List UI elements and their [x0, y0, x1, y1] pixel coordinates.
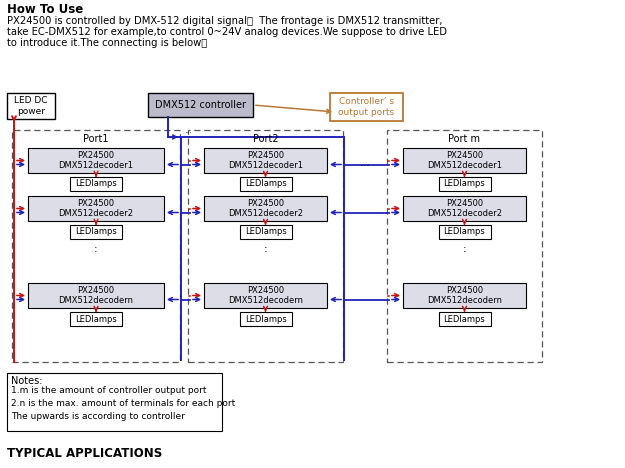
- FancyBboxPatch shape: [70, 177, 122, 191]
- Text: LEDlamps: LEDlamps: [244, 227, 286, 236]
- Text: LED DC
power: LED DC power: [14, 96, 48, 116]
- FancyBboxPatch shape: [28, 283, 164, 308]
- FancyBboxPatch shape: [148, 93, 253, 117]
- Text: PX24500
DMX512decoder2: PX24500 DMX512decoder2: [427, 199, 502, 218]
- FancyBboxPatch shape: [28, 196, 164, 221]
- FancyBboxPatch shape: [403, 148, 526, 173]
- FancyBboxPatch shape: [188, 130, 343, 362]
- Text: Controller’ s
output ports: Controller’ s output ports: [339, 97, 394, 117]
- Text: :: :: [264, 244, 268, 254]
- Text: PX24500
DMX512decoder1: PX24500 DMX512decoder1: [228, 151, 303, 170]
- FancyBboxPatch shape: [28, 148, 164, 173]
- Text: to introduce it.The connecting is below：: to introduce it.The connecting is below：: [7, 38, 208, 48]
- Text: Port2: Port2: [253, 134, 278, 144]
- FancyBboxPatch shape: [70, 312, 122, 326]
- FancyBboxPatch shape: [204, 283, 327, 308]
- Text: LEDlamps: LEDlamps: [75, 180, 117, 189]
- Text: PX24500
DMX512decoder2: PX24500 DMX512decoder2: [59, 199, 134, 218]
- FancyBboxPatch shape: [204, 148, 327, 173]
- Text: LEDlamps: LEDlamps: [75, 227, 117, 236]
- FancyBboxPatch shape: [7, 373, 222, 431]
- FancyBboxPatch shape: [403, 196, 526, 221]
- FancyBboxPatch shape: [70, 225, 122, 239]
- Text: PX24500
DMX512decoder2: PX24500 DMX512decoder2: [228, 199, 303, 218]
- FancyBboxPatch shape: [439, 225, 491, 239]
- Text: LEDlamps: LEDlamps: [444, 227, 486, 236]
- Text: Port1: Port1: [83, 134, 109, 144]
- Text: :: :: [94, 244, 98, 254]
- FancyBboxPatch shape: [239, 225, 291, 239]
- Text: :: :: [462, 244, 466, 254]
- Text: How To Use: How To Use: [7, 3, 83, 16]
- Text: Port m: Port m: [449, 134, 481, 144]
- Text: LEDlamps: LEDlamps: [75, 314, 117, 323]
- Text: ...: ...: [184, 126, 192, 135]
- Text: LEDlamps: LEDlamps: [444, 180, 486, 189]
- Text: ...: ...: [359, 158, 371, 168]
- Text: LEDlamps: LEDlamps: [244, 180, 286, 189]
- Text: LEDlamps: LEDlamps: [444, 314, 486, 323]
- FancyBboxPatch shape: [239, 177, 291, 191]
- FancyBboxPatch shape: [403, 283, 526, 308]
- FancyBboxPatch shape: [7, 93, 55, 119]
- Text: PX24500
DMX512decodern: PX24500 DMX512decodern: [228, 286, 303, 305]
- Text: Notes:: Notes:: [11, 376, 42, 386]
- FancyBboxPatch shape: [387, 130, 542, 362]
- Text: DMX512 controller: DMX512 controller: [155, 100, 246, 110]
- Text: PX24500 is controlled by DMX-512 digital signal，  The frontage is DMX512 transmi: PX24500 is controlled by DMX-512 digital…: [7, 16, 442, 26]
- FancyBboxPatch shape: [330, 93, 403, 121]
- FancyBboxPatch shape: [239, 312, 291, 326]
- Text: PX24500
DMX512decodern: PX24500 DMX512decodern: [59, 286, 134, 305]
- FancyBboxPatch shape: [439, 177, 491, 191]
- Text: take EC-DMX512 for example,to control 0~24V analog devices.We suppose to drive L: take EC-DMX512 for example,to control 0~…: [7, 27, 447, 37]
- Text: TYPICAL APPLICATIONS: TYPICAL APPLICATIONS: [7, 447, 162, 460]
- Text: 1.m is the amount of controller output port: 1.m is the amount of controller output p…: [11, 386, 206, 395]
- FancyBboxPatch shape: [204, 196, 327, 221]
- Text: The upwards is according to controller: The upwards is according to controller: [11, 412, 185, 421]
- Text: PX24500
DMX512decoder1: PX24500 DMX512decoder1: [427, 151, 502, 170]
- Text: PX24500
DMX512decodern: PX24500 DMX512decodern: [427, 286, 502, 305]
- FancyBboxPatch shape: [12, 130, 180, 362]
- Text: PX24500
DMX512decoder1: PX24500 DMX512decoder1: [59, 151, 134, 170]
- Text: LEDlamps: LEDlamps: [244, 314, 286, 323]
- Text: 2.n is the max. amount of terminals for each port: 2.n is the max. amount of terminals for …: [11, 399, 235, 408]
- FancyBboxPatch shape: [439, 312, 491, 326]
